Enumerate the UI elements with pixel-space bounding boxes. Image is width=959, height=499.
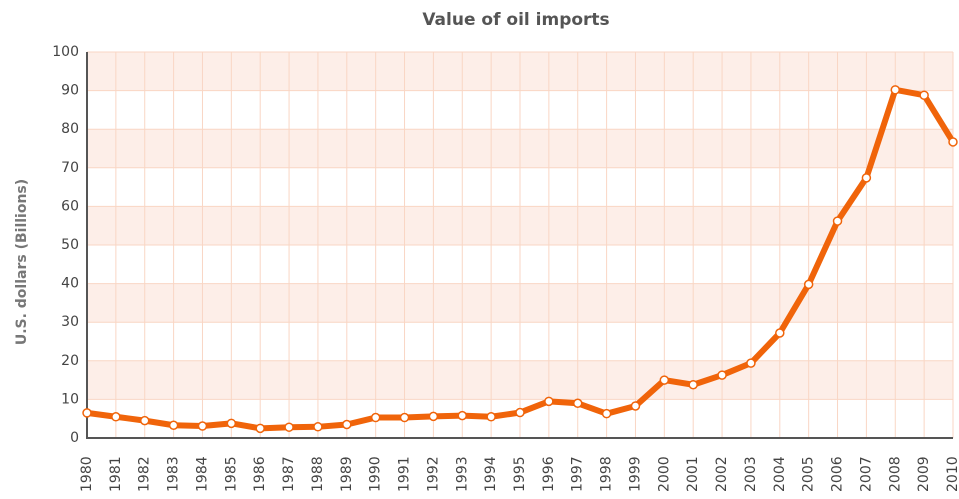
data-point [948, 137, 958, 147]
y-tick-label: 100 [52, 44, 79, 60]
data-point [861, 173, 872, 183]
x-tick-label: 2003 [743, 456, 759, 492]
y-tick-label: 50 [61, 237, 79, 253]
y-tick-label: 10 [61, 391, 79, 407]
x-tick-label: 1988 [310, 456, 326, 492]
data-point [919, 90, 929, 100]
data-point [284, 422, 294, 432]
x-tick-label: 2007 [858, 456, 874, 492]
data-point [313, 422, 323, 432]
data-point [688, 379, 698, 390]
x-tick-label: 2009 [916, 456, 932, 492]
x-tick-label: 2010 [945, 456, 959, 492]
y-tick-label: 0 [70, 430, 79, 446]
x-tick-label: 2005 [801, 456, 817, 492]
data-point [428, 411, 439, 422]
x-tick-label: 1993 [454, 456, 470, 492]
x-tick-label: 1991 [397, 456, 413, 492]
data-point [717, 370, 727, 380]
data-point [457, 410, 468, 421]
data-point [399, 412, 410, 423]
x-tick-label: 2008 [887, 456, 903, 492]
data-point [111, 412, 121, 422]
x-tick-label: 1985 [223, 456, 239, 492]
data-point [746, 358, 756, 368]
data-point [775, 328, 785, 338]
data-point [803, 279, 814, 290]
x-tick-label: 2004 [772, 456, 788, 492]
y-tick-label: 30 [61, 314, 79, 330]
data-point [832, 216, 843, 226]
x-tick-label: 2002 [714, 456, 730, 492]
x-tick-label: 2006 [830, 456, 846, 492]
data-point [601, 408, 612, 419]
x-tick-label: 1995 [512, 456, 528, 492]
data-point [139, 415, 150, 426]
x-tick-label: 1989 [339, 456, 355, 492]
data-point [572, 398, 583, 409]
y-tick-label: 40 [61, 276, 79, 292]
data-point [226, 418, 237, 429]
y-tick-label: 80 [61, 121, 79, 137]
y-tick-label: 60 [61, 198, 79, 214]
data-point [197, 421, 208, 431]
y-axis-label: U.S. dollars (Billions) [14, 179, 30, 345]
data-point [515, 407, 525, 418]
data-point [168, 420, 179, 431]
data-point [630, 401, 641, 411]
data-point [890, 85, 901, 95]
x-tick-label: 1999 [627, 456, 643, 492]
data-point [486, 412, 496, 422]
x-tick-label: 2001 [685, 456, 701, 492]
data-point [255, 423, 265, 434]
x-tick-label: 1986 [252, 456, 268, 492]
y-tick-label: 90 [61, 83, 79, 99]
data-point [342, 419, 352, 430]
data-point [370, 412, 381, 423]
y-tick-label: 70 [61, 160, 79, 176]
x-tick-label: 2000 [656, 456, 672, 492]
data-point [544, 396, 554, 407]
x-tick-label: 1994 [483, 456, 499, 492]
y-tick-label: 20 [61, 353, 79, 369]
x-tick-label: 1983 [166, 456, 182, 492]
x-tick-label: 1980 [79, 456, 95, 492]
x-tick-label: 1992 [425, 456, 441, 492]
data-point [659, 375, 670, 385]
x-tick-label: 1996 [541, 456, 557, 492]
x-tick-label: 1987 [281, 456, 297, 492]
x-tick-label: 1984 [194, 456, 210, 492]
x-tick-label: 1981 [108, 456, 124, 492]
chart-title: Value of oil imports [422, 10, 609, 30]
x-tick-label: 1982 [137, 456, 153, 492]
data-point [82, 408, 92, 418]
x-tick-label: 1998 [599, 456, 615, 492]
x-tick-label: 1990 [368, 456, 384, 492]
x-tick-label: 1997 [570, 456, 586, 492]
